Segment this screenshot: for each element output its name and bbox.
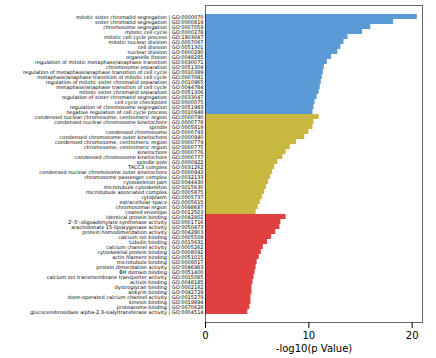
- svg-text:coated envelope | GO:0012503: coated envelope | GO:0012503: [125, 208, 204, 215]
- svg-text:actin filament binding | GO:00: actin filament binding | GO:0051015: [112, 253, 204, 260]
- svg-text:chromosome segregation | GO:00: chromosome segregation | GO:0007059: [103, 23, 204, 30]
- svg-text:kinetochore | GO:0000776: kinetochore | GO:0000776: [137, 148, 204, 155]
- svg-text:calcium ion binding | GO:00055: calcium ion binding | GO:0005509: [118, 233, 204, 240]
- svg-text:tubulin binding | GO:0015631: tubulin binding | GO:0015631: [129, 238, 204, 245]
- svg-text:10: 10: [302, 330, 315, 341]
- svg-text:mitotic sister chromatid separ: mitotic sister chromatid separation | GO…: [79, 88, 204, 95]
- svg-text:calcium channel activity | GO:: calcium channel activity | GO:0005262: [106, 243, 204, 250]
- svg-text:mitotic sister chromatid segre: mitotic sister chromatid segregation | G…: [76, 13, 204, 20]
- svg-text:cell division | GO:0051301: cell division | GO:0051301: [137, 43, 204, 50]
- svg-text:arachidonate 15-lipoxygenase a: arachidonate 15-lipoxygenase activity | …: [71, 223, 204, 230]
- svg-text:0: 0: [202, 330, 208, 341]
- svg-text:identical protein binding | GO: identical protein binding | GO:0042802: [106, 213, 204, 220]
- svg-text:spindle | GO:0005819: spindle | GO:0005819: [149, 123, 204, 130]
- svg-text:activin binding | GO:0048185: activin binding | GO:0048185: [130, 278, 204, 285]
- svg-text:chromosome passenger complex |: chromosome passenger complex | GO:003213…: [84, 173, 204, 180]
- svg-text:dystroglycan binding | GO:0002: dystroglycan binding | GO:0002162: [114, 283, 204, 290]
- svg-text:extracellular space | GO:00056: extracellular space | GO:0005615: [119, 198, 204, 205]
- svg-text:metaphase/anaphase transition: metaphase/anaphase transition of mitotic…: [37, 73, 204, 80]
- svg-text:glucocerebrosidase alpha-2,3-s: glucocerebrosidase alpha-2,3-sialyltrans…: [30, 309, 203, 316]
- svg-text:2'-5'-oligoadenylate synthetas: 2'-5'-oligoadenylate synthetase activity…: [67, 218, 204, 225]
- svg-text:regulation of mitotic metaphas: regulation of mitotic metaphase/anaphase…: [35, 58, 204, 65]
- svg-text:cytoskeleton part | GO:0044430: cytoskeleton part | GO:0044430: [123, 178, 204, 185]
- svg-text:store-operated calcium channel: store-operated calcium channel activity …: [67, 293, 204, 300]
- svg-text:condensed nuclear chromosome o: condensed nuclear chromosome outer kinet…: [39, 168, 204, 175]
- svg-text:nuclear division | GO:0000280: nuclear division | GO:0000280: [127, 48, 204, 55]
- svg-text:condensed nuclear chromosome k: condensed nuclear chromosome kinetochore…: [54, 118, 204, 125]
- svg-text:condensed chromosome, centrome: condensed chromosome, centromeric region…: [55, 138, 204, 145]
- svg-text:TACC3 complex | GO:0031262: TACC3 complex | GO:0031262: [128, 163, 204, 170]
- svg-text:mitotic cell cycle | GO:000027: mitotic cell cycle | GO:0000278: [124, 28, 204, 35]
- svg-text:regulation of chromosome segre: regulation of chromosome segregation | G…: [69, 103, 204, 110]
- svg-text:ankyrin binding | GO:0042729: ankyrin binding | GO:0042729: [128, 288, 204, 295]
- svg-text:condensed chromosome kinetocho: condensed chromosome kinetochore | GO:00…: [74, 153, 204, 160]
- svg-text:protein homodimerization activ: protein homodimerization activity | GO:0…: [82, 228, 204, 235]
- svg-text:spindle pole | GO:0000922: spindle pole | GO:0000922: [136, 158, 204, 165]
- svg-text:cell cycle checkpoint | GO:000: cell cycle checkpoint | GO:0000075: [114, 98, 204, 105]
- svg-text:chromosome, centromeric region: chromosome, centromeric region | GO:0000…: [83, 143, 204, 150]
- svg-text:20: 20: [406, 330, 419, 341]
- svg-text:calcium ion transmembrane tran: calcium ion transmembrane transporter ac…: [46, 273, 204, 280]
- svg-text:regulation of mitotic sister c: regulation of mitotic sister chromatid s…: [45, 78, 204, 85]
- svg-text:microtubule cytoskeleton | GO:: microtubule cytoskeleton | GO:0015630: [103, 183, 204, 190]
- svg-text:BH domain binding | GO:0051400: BH domain binding | GO:0051400: [119, 268, 204, 275]
- svg-text:cytoskeletal protein binding |: cytoskeletal protein binding | GO:000809…: [97, 248, 204, 255]
- svg-text:cytoplasm | GO:0005737: cytoplasm | GO:0005737: [141, 193, 204, 200]
- svg-text:organelle fission | GO:0048285: organelle fission | GO:0048285: [126, 53, 204, 60]
- svg-text:condensed nuclear chromosome,: condensed nuclear chromosome, centromeri…: [34, 113, 204, 120]
- svg-text:microtubule binding | GO:00080: microtubule binding | GO:0008017: [116, 258, 204, 265]
- svg-text:metaphase/anaphase transition: metaphase/anaphase transition of cell cy…: [56, 83, 204, 90]
- svg-text:kinesin binding | GO:0019894: kinesin binding | GO:0019894: [129, 298, 204, 305]
- svg-text:-log10(p Value): -log10(p Value): [276, 343, 352, 354]
- svg-text:regulation of metaphase/anapha: regulation of metaphase/anaphase transit…: [22, 68, 204, 75]
- svg-text:proteasome binding | GO:007062: proteasome binding | GO:0070628: [116, 303, 204, 310]
- svg-text:mitotic nuclear division | GO:: mitotic nuclear division | GO:0007067: [108, 38, 204, 45]
- svg-text:condensed chromosome | GO:0000: condensed chromosome | GO:0000793: [105, 128, 204, 135]
- svg-text:negative regulation of cell cy: negative regulation of cell cycle proces…: [66, 108, 204, 115]
- svg-text:regulation of sister chromatid: regulation of sister chromatid segregati…: [61, 93, 204, 100]
- svg-text:sister chromatid segregation |: sister chromatid segregation | GO:000081…: [95, 18, 204, 25]
- svg-text:mitotic cell cycle process | G: mitotic cell cycle process | GO:1903047: [104, 33, 204, 40]
- svg-text:chromosome separation | GO:005: chromosome separation | GO:0051304: [106, 63, 204, 70]
- svg-text:microtubule associated complex: microtubule associated complex | GO:0005…: [85, 188, 204, 195]
- svg-text:condensed chromosome outer kin: condensed chromosome outer kinetochore |…: [59, 133, 204, 140]
- svg-text:chromosomal region | GO:009868: chromosomal region | GO:0098687: [115, 203, 204, 210]
- svg-text:protein dimerization activity: protein dimerization activity | GO:00469…: [96, 263, 204, 270]
